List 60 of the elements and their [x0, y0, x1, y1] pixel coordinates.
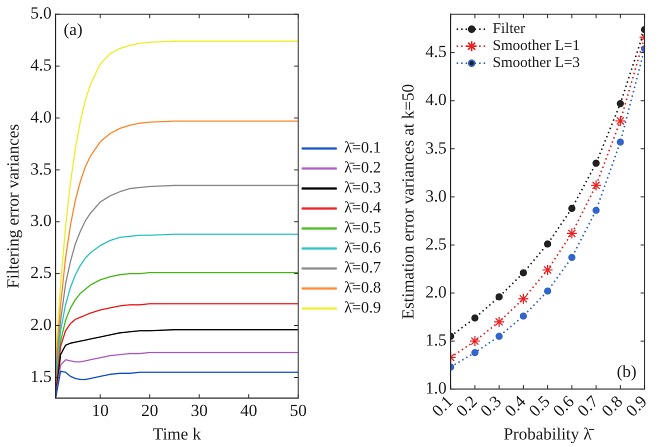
y-tick-label: 1.0	[425, 378, 447, 398]
legend-label: λ̄=0.6	[344, 240, 381, 257]
y-tick-label: 4.0	[425, 90, 447, 110]
point	[494, 316, 505, 328]
y-tick-label: 2.0	[30, 315, 52, 334]
y-tick-label: 4.0	[30, 107, 52, 126]
y-tick-label: 2.5	[425, 234, 447, 254]
legend-label: λ̄=0.4	[344, 200, 381, 217]
point	[616, 138, 624, 146]
point	[471, 314, 478, 322]
point	[590, 180, 602, 191]
legend-label: λ̄=0.1	[344, 140, 381, 157]
x-tick-label: 10	[92, 400, 109, 420]
y-tick-label: 1.5	[425, 330, 447, 350]
point	[496, 293, 503, 300]
annotation: (b)	[616, 362, 637, 382]
point	[496, 332, 503, 340]
y-tick-label: 3.0	[30, 211, 52, 230]
legend-label: λ̄=0.2	[344, 160, 381, 177]
x-tick-label: 40	[240, 400, 258, 420]
point	[469, 335, 480, 347]
point	[544, 287, 552, 295]
x-tick-label: 50	[290, 400, 307, 420]
legend-label: Filter	[492, 21, 526, 38]
x-axis-title: Probability λ̄	[504, 424, 595, 444]
point	[616, 100, 624, 108]
y-tick-label: 5.0	[30, 4, 52, 23]
legend-label: Smoother L=3	[492, 55, 580, 72]
x-tick-label: 30	[190, 400, 208, 420]
point	[520, 269, 527, 276]
point	[568, 254, 576, 262]
point	[614, 115, 626, 127]
point	[592, 160, 600, 167]
x-axis-title: Time k	[152, 424, 202, 444]
y-tick-label: 1.5	[30, 366, 52, 386]
annotation: (a)	[64, 20, 83, 40]
legend-label: λ̄=0.3	[344, 180, 381, 197]
legend-label: Smoother L=1	[492, 38, 580, 54]
y-tick-label: 3.0	[425, 186, 447, 206]
y-axis-title: Estimation error variances at k=50	[398, 84, 418, 320]
point	[471, 349, 478, 356]
legend-label: λ̄=0.7	[344, 260, 381, 277]
y-tick-label: 3.5	[30, 159, 52, 178]
y-tick-label: 2.5	[30, 263, 52, 282]
y-tick-label: 4.5	[425, 42, 447, 62]
point	[592, 206, 600, 214]
point	[518, 293, 529, 304]
legend-label: λ̄=0.5	[344, 220, 381, 237]
point	[566, 228, 578, 239]
legend-label: λ̄=0.9	[344, 300, 381, 317]
point	[542, 264, 554, 276]
y-tick-label: 3.5	[425, 138, 447, 158]
point	[544, 240, 552, 248]
y-tick-label: 2.0	[425, 282, 447, 302]
x-tick-label: 20	[141, 400, 158, 420]
legend-label: λ̄=0.8	[344, 280, 381, 297]
y-tick-label: 4.5	[30, 56, 52, 75]
point	[568, 204, 576, 212]
point	[520, 312, 527, 320]
y-axis-title: Filtering error variances	[4, 124, 23, 288]
